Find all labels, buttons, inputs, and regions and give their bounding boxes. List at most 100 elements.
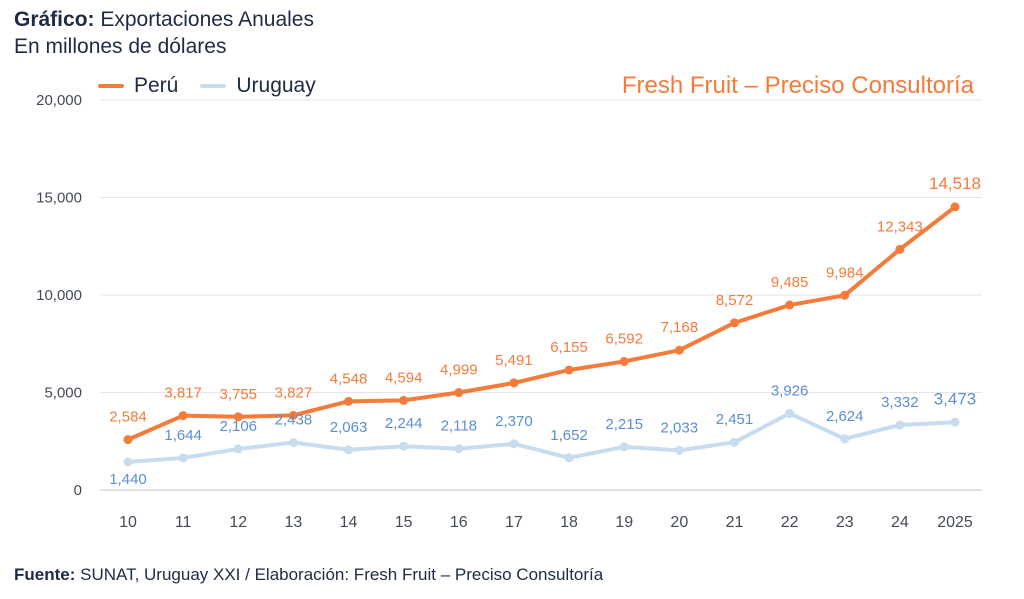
data-point-uruguay bbox=[399, 441, 409, 451]
data-label-uruguay: 3,926 bbox=[771, 382, 809, 399]
data-point-uruguay bbox=[619, 442, 629, 452]
x-tick-label: 22 bbox=[781, 514, 799, 531]
legend-label-peru: Perú bbox=[134, 74, 179, 97]
data-point-uruguay bbox=[509, 439, 519, 449]
x-tick-label: 10 bbox=[119, 514, 137, 531]
data-label-uruguay: 2,624 bbox=[826, 408, 864, 425]
data-point-peru bbox=[619, 356, 629, 366]
data-point-uruguay bbox=[288, 437, 298, 447]
data-label-peru: 7,168 bbox=[661, 319, 699, 336]
y-tick-label: 0 bbox=[74, 482, 82, 499]
data-point-peru bbox=[399, 395, 409, 405]
x-tick-label: 19 bbox=[615, 514, 633, 531]
y-tick-label: 10,000 bbox=[36, 287, 82, 304]
data-label-peru: 2,584 bbox=[109, 409, 147, 426]
data-label-peru: 3,755 bbox=[219, 386, 257, 403]
data-label-uruguay: 3,473 bbox=[934, 389, 977, 408]
data-point-uruguay bbox=[344, 445, 354, 455]
x-tick-label: 2025 bbox=[937, 514, 973, 531]
data-label-uruguay: 1,440 bbox=[109, 471, 147, 488]
data-point-peru bbox=[564, 365, 574, 375]
data-point-peru bbox=[233, 412, 243, 422]
x-tick-label: 13 bbox=[285, 514, 303, 531]
x-tick-label: 18 bbox=[560, 514, 578, 531]
data-label-uruguay: 2,118 bbox=[441, 418, 477, 435]
data-point-peru bbox=[729, 318, 739, 328]
data-label-peru: 6,155 bbox=[550, 339, 588, 356]
x-tick-label: 23 bbox=[836, 514, 854, 531]
x-tick-label: 12 bbox=[229, 514, 247, 531]
data-label-peru: 8,572 bbox=[716, 292, 754, 309]
data-label-peru: 4,999 bbox=[440, 362, 478, 379]
legend-item-peru: Perú bbox=[98, 74, 178, 98]
data-label-uruguay: 2,063 bbox=[330, 419, 368, 436]
x-tick-label: 24 bbox=[891, 514, 909, 531]
data-label-peru: 3,817 bbox=[164, 385, 202, 402]
data-point-uruguay bbox=[840, 434, 850, 444]
data-point-peru bbox=[840, 290, 850, 300]
data-label-uruguay: 2,244 bbox=[385, 415, 423, 432]
data-label-uruguay: 2,370 bbox=[495, 413, 533, 430]
brand-text: Fresh Fruit – Preciso Consultoría bbox=[621, 72, 974, 99]
chart-title-block: Gráfico: Exportaciones Anuales En millon… bbox=[14, 6, 314, 60]
data-point-uruguay bbox=[233, 444, 243, 454]
title-label: Gráfico: bbox=[14, 8, 95, 31]
data-label-peru: 14,518 bbox=[929, 174, 981, 193]
data-point-peru bbox=[674, 345, 684, 355]
source-text: SUNAT, Uruguay XXI / Elaboración: Fresh … bbox=[75, 565, 604, 584]
data-label-peru: 12,343 bbox=[877, 218, 923, 235]
data-point-uruguay bbox=[895, 420, 905, 430]
data-label-peru: 4,548 bbox=[330, 370, 368, 387]
data-label-uruguay: 2,033 bbox=[661, 419, 699, 436]
data-point-uruguay bbox=[454, 444, 464, 454]
y-tick-label: 5,000 bbox=[44, 385, 82, 402]
legend-label-uruguay: Uruguay bbox=[236, 74, 316, 97]
data-label-uruguay: 2,438 bbox=[275, 411, 313, 428]
series-line-uruguay bbox=[126, 411, 957, 464]
data-label-peru: 4,594 bbox=[385, 369, 423, 386]
data-point-peru bbox=[123, 435, 133, 445]
x-tick-label: 21 bbox=[726, 514, 744, 531]
legend: Perú Uruguay bbox=[98, 74, 338, 98]
data-label-peru: 6,592 bbox=[605, 330, 643, 347]
data-point-peru bbox=[288, 410, 298, 420]
y-tick-label: 20,000 bbox=[36, 92, 82, 109]
data-point-uruguay bbox=[674, 445, 684, 455]
data-label-peru: 9,485 bbox=[771, 274, 809, 291]
y-tick-label: 15,000 bbox=[36, 190, 82, 207]
data-point-peru bbox=[509, 378, 519, 388]
x-tick-label: 14 bbox=[340, 514, 358, 531]
data-label-uruguay: 1,644 bbox=[164, 427, 202, 444]
data-point-peru bbox=[950, 202, 960, 212]
source-label: Fuente: bbox=[14, 565, 76, 584]
data-point-peru bbox=[895, 244, 905, 254]
data-label-peru: 5,491 bbox=[495, 352, 533, 369]
x-tick-label: 15 bbox=[395, 514, 413, 531]
data-label-uruguay: 3,332 bbox=[881, 394, 919, 411]
data-point-uruguay bbox=[785, 408, 795, 418]
data-label-uruguay: 2,215 bbox=[605, 416, 643, 433]
legend-swatch-uruguay bbox=[200, 84, 227, 88]
data-point-uruguay bbox=[950, 417, 960, 427]
data-label-uruguay: 1,652 bbox=[550, 427, 588, 444]
data-point-peru bbox=[785, 300, 795, 310]
series-line-peru bbox=[126, 204, 957, 442]
x-tick-label: 16 bbox=[450, 514, 468, 531]
legend-swatch-peru bbox=[98, 84, 124, 88]
data-point-peru bbox=[454, 388, 464, 398]
data-label-uruguay: 2,106 bbox=[219, 418, 257, 435]
data-label-peru: 3,827 bbox=[275, 384, 313, 401]
x-tick-label: 11 bbox=[175, 514, 192, 531]
data-point-peru bbox=[178, 411, 188, 421]
chart-title: Exportaciones Anuales bbox=[94, 8, 314, 31]
chart-subtitle: En millones de dólares bbox=[14, 35, 227, 58]
data-point-uruguay bbox=[178, 453, 188, 463]
data-point-uruguay bbox=[729, 437, 739, 447]
data-label-peru: 9,984 bbox=[826, 264, 864, 281]
x-tick-label: 20 bbox=[670, 514, 688, 531]
data-point-uruguay bbox=[123, 457, 133, 467]
data-label-uruguay: 2,451 bbox=[716, 411, 754, 428]
legend-item-uruguay: Uruguay bbox=[200, 74, 316, 98]
source-note: Fuente: SUNAT, Uruguay XXI / Elaboración… bbox=[14, 565, 603, 585]
